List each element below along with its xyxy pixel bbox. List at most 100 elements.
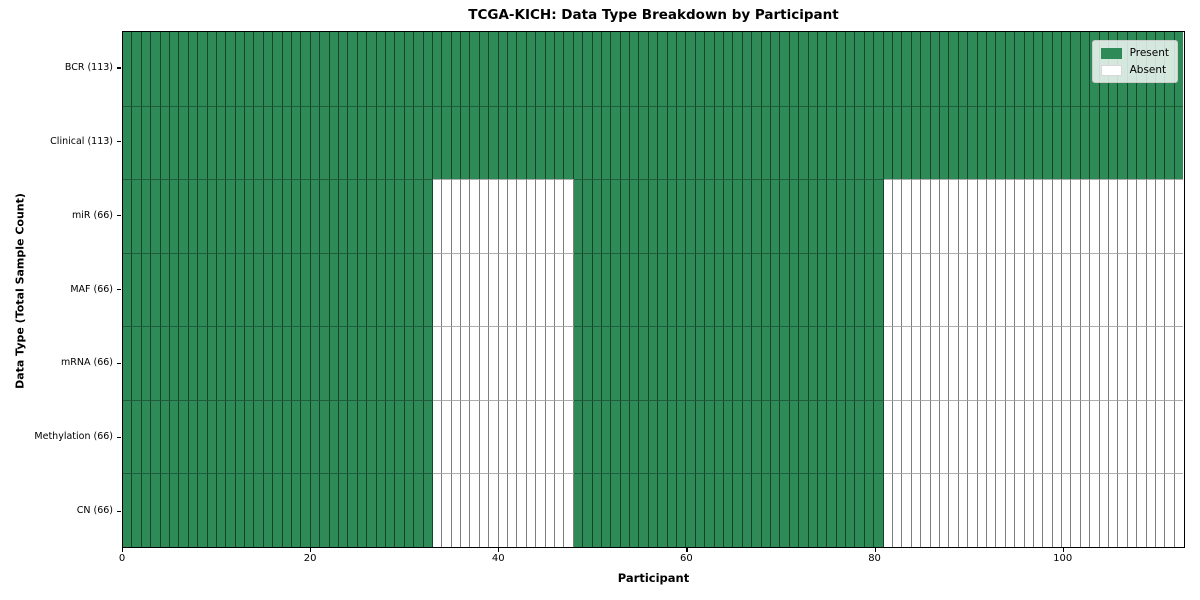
heatmap-cell (611, 399, 621, 474)
heatmap-cell (1052, 179, 1063, 253)
heatmap-cell (817, 473, 828, 547)
heatmap-cell (1015, 473, 1025, 547)
heatmap-cell (385, 473, 396, 547)
heatmap-cell (216, 252, 227, 327)
heatmap-cell (639, 399, 649, 474)
heatmap-cell (1109, 473, 1119, 547)
heatmap-cell (677, 179, 687, 253)
heatmap-cell (724, 32, 734, 106)
heatmap-cell (667, 326, 678, 400)
heatmap-cell (1080, 326, 1091, 400)
heatmap-cell (282, 473, 293, 547)
heatmap-cell (1146, 179, 1156, 253)
heatmap-cell (686, 326, 696, 400)
heatmap-cell (939, 179, 950, 253)
heatmap-cell (780, 473, 790, 547)
heatmap-cell (939, 252, 950, 327)
heatmap-cell (714, 252, 724, 327)
heatmap-cell (808, 473, 818, 547)
heatmap-cell (151, 473, 161, 547)
heatmap-cell (583, 252, 593, 327)
heatmap-cell (226, 105, 236, 180)
heatmap-cell (874, 326, 884, 400)
heatmap-cell (1005, 473, 1016, 547)
legend-entry-present: Present (1100, 47, 1169, 59)
heatmap-cell (301, 252, 311, 327)
heatmap-cell (714, 179, 724, 253)
heatmap-cell (968, 326, 978, 400)
heatmap-cell (1033, 326, 1044, 400)
heatmap-cell (911, 326, 922, 400)
heatmap-cell (742, 252, 753, 327)
heatmap-cell (216, 179, 227, 253)
heatmap-cell (310, 105, 321, 180)
heatmap-cell (1155, 252, 1166, 327)
heatmap-cell (958, 326, 969, 400)
heatmap-cell (911, 399, 922, 474)
heatmap-cell (742, 32, 753, 106)
heatmap-cell (461, 105, 471, 180)
heatmap-cell (864, 473, 875, 547)
heatmap-cell (517, 105, 527, 180)
heatmap-cell (292, 105, 302, 180)
heatmap-cell (498, 105, 509, 180)
heatmap-cell (385, 105, 396, 180)
heatmap-cell (508, 105, 518, 180)
heatmap-cell (301, 32, 311, 106)
heatmap-cell (1090, 326, 1100, 400)
heatmap-cell (348, 179, 358, 253)
heatmap-cell (648, 326, 659, 400)
heatmap-cell (761, 473, 771, 547)
heatmap-cell (432, 252, 443, 327)
heatmap-cell (639, 179, 649, 253)
heatmap-cell (583, 105, 593, 180)
heatmap-cell (930, 252, 940, 327)
heatmap-cell (329, 473, 339, 547)
heatmap-cell (489, 105, 499, 180)
heatmap-cell (545, 252, 555, 327)
heatmap-cell (461, 179, 471, 253)
heatmap-cell (846, 399, 856, 474)
heatmap-cell (1015, 32, 1025, 106)
heatmap-cell (320, 326, 330, 400)
heatmap-cell (1155, 473, 1166, 547)
heatmap-cell (695, 399, 706, 474)
heatmap-cell (169, 32, 180, 106)
heatmap-cell (836, 399, 847, 474)
heatmap-row-CN (123, 473, 1184, 547)
heatmap-cell (968, 399, 978, 474)
heatmap-cell (583, 179, 593, 253)
heatmap-cell (1155, 399, 1166, 474)
heatmap-cell (310, 179, 321, 253)
heatmap-cell (1071, 399, 1081, 474)
heatmap-cell (996, 105, 1006, 180)
heatmap-cell (235, 32, 246, 106)
x-tick-mark (498, 548, 500, 552)
heatmap-cell (329, 32, 339, 106)
heatmap-cell (461, 32, 471, 106)
heatmap-cell (367, 32, 377, 106)
heatmap-cell (517, 326, 527, 400)
x-tick-mark (1062, 548, 1064, 552)
heatmap-cell (592, 473, 602, 547)
heatmap-cell (789, 179, 800, 253)
heatmap-cell (254, 252, 264, 327)
heatmap-cell (545, 179, 555, 253)
heatmap-cell (123, 32, 133, 106)
heatmap-cell (573, 473, 584, 547)
heatmap-cell (855, 32, 865, 106)
x-axis-title: Participant (617, 571, 690, 585)
heatmap-cell (930, 105, 940, 180)
heatmap-cell (949, 326, 959, 400)
heatmap-cell (846, 105, 856, 180)
heatmap-cell (273, 473, 283, 547)
heatmap-cell (864, 326, 875, 400)
heatmap-cell (611, 32, 621, 106)
heatmap-cell (939, 399, 950, 474)
heatmap-cell (949, 105, 959, 180)
heatmap-cell (1033, 105, 1044, 180)
heatmap-cell (958, 252, 969, 327)
heatmap-cell (630, 32, 640, 106)
heatmap-cell (1118, 399, 1128, 474)
heatmap-cell (977, 473, 987, 547)
